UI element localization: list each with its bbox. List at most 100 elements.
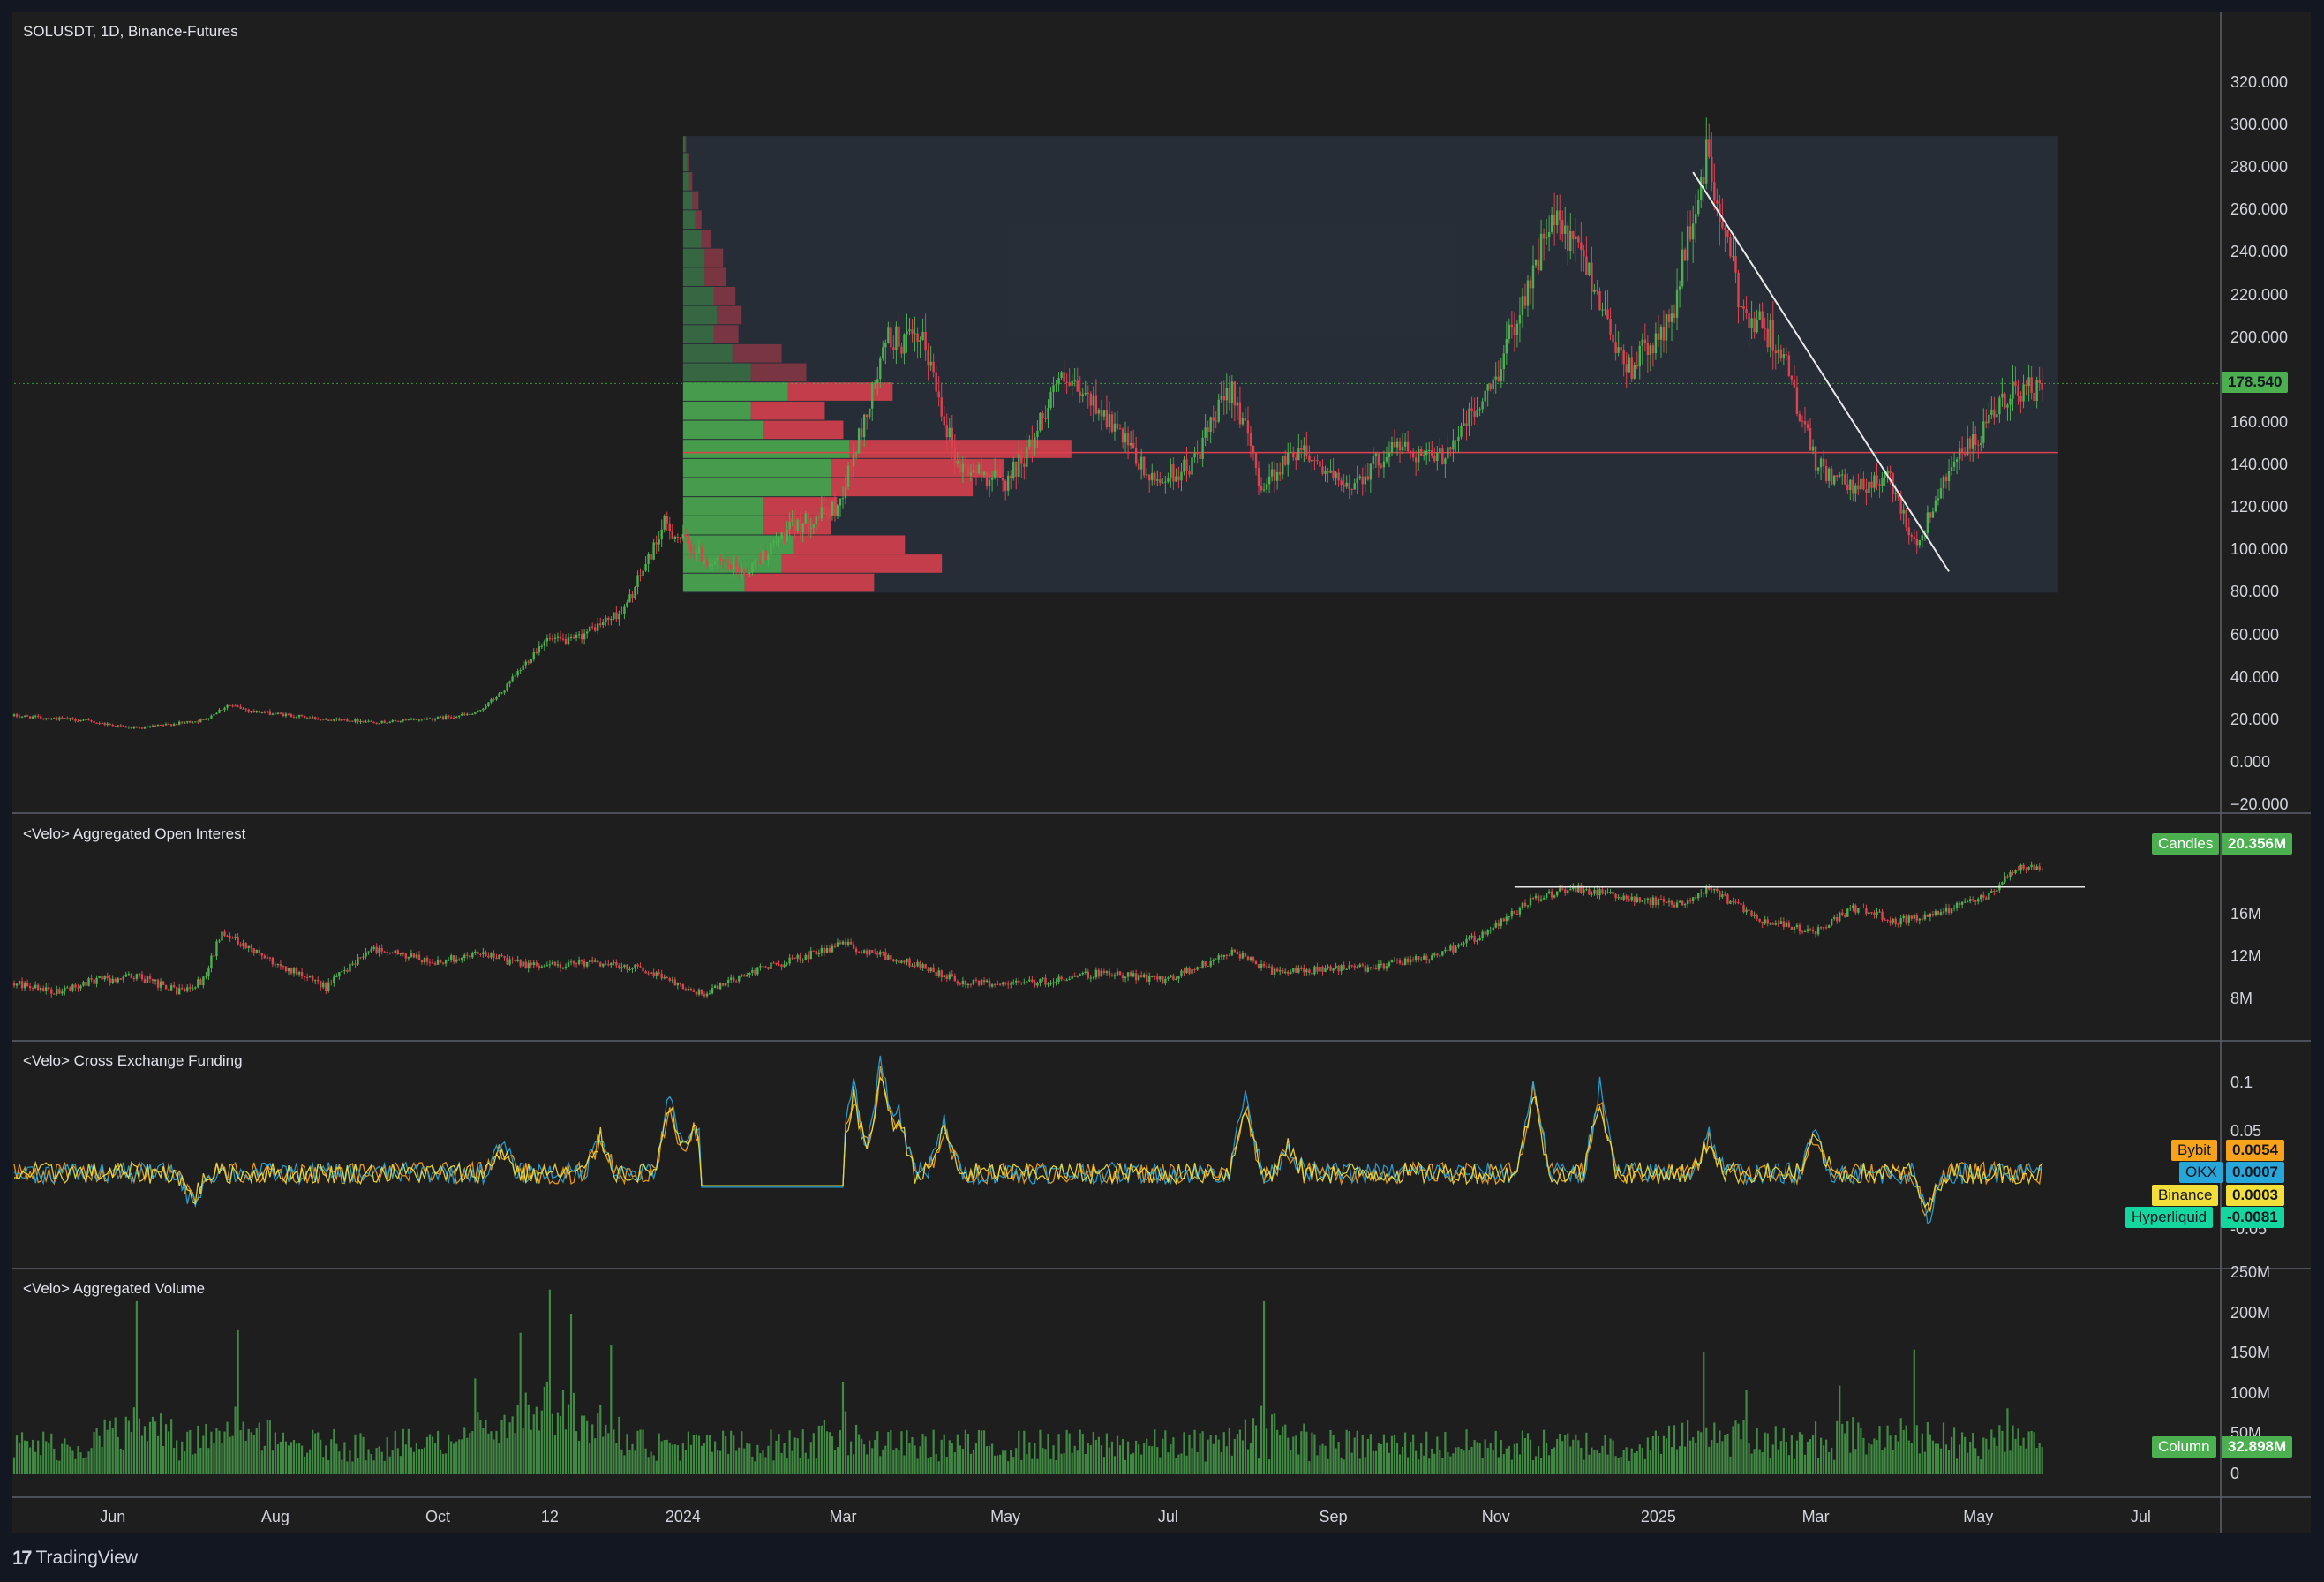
oi-candle-body xyxy=(903,960,906,963)
price-candles[interactable] xyxy=(12,117,2043,730)
oi-candle-body xyxy=(1795,924,1799,927)
volume-columns[interactable] xyxy=(12,1289,2043,1474)
price-candle-body xyxy=(1766,328,1769,348)
trendline-drawing[interactable] xyxy=(1692,171,1950,572)
oi-candle-body xyxy=(1559,888,1561,892)
price-candle-body xyxy=(1036,430,1039,437)
volume-column xyxy=(1734,1420,1737,1474)
oi-candle-body xyxy=(1047,983,1049,985)
price-candle-body xyxy=(879,358,882,380)
price-candle-body xyxy=(1047,407,1049,419)
volume-column xyxy=(333,1428,335,1474)
price-candle-body xyxy=(1366,476,1370,480)
volume-column xyxy=(362,1436,365,1474)
oi-candle-body xyxy=(1561,888,1564,890)
price-axis-tick-label: 320.000 xyxy=(2230,73,2289,91)
volume-column xyxy=(1076,1450,1079,1474)
oi-candle-body xyxy=(1508,916,1511,918)
oi-candle-body xyxy=(1502,918,1506,922)
oi-candle-body xyxy=(479,953,482,955)
oi-candle-body xyxy=(1079,974,1081,976)
oi-candle-body xyxy=(1918,918,1922,921)
open-interest-candles[interactable] xyxy=(12,861,2043,999)
oi-candle-body xyxy=(825,948,829,953)
oi-candle-body xyxy=(580,960,583,962)
oi-candle-body xyxy=(1366,967,1370,972)
oi-candle-body xyxy=(697,989,701,995)
price-candle-body xyxy=(56,718,58,720)
oi-candle-body xyxy=(876,953,879,955)
volume-column xyxy=(1185,1455,1188,1474)
oi-candle-body xyxy=(1889,920,1892,923)
oi-candle-body xyxy=(1447,949,1449,951)
oi-candle-body xyxy=(767,967,770,969)
oi-candle-body xyxy=(1801,931,1804,933)
volume-column xyxy=(1020,1459,1023,1474)
price-candle-body xyxy=(1246,420,1250,434)
funding-lines[interactable] xyxy=(13,1055,2043,1224)
price-candle-body xyxy=(1873,475,1876,488)
volume-column xyxy=(148,1421,152,1474)
volume-column xyxy=(660,1441,663,1474)
volume-column xyxy=(1657,1435,1660,1474)
price-candle-body xyxy=(1542,233,1546,239)
price-candle-body xyxy=(1952,461,1956,468)
price-candle-body xyxy=(192,722,194,724)
price-candle-body xyxy=(1697,200,1700,215)
price-candle-body xyxy=(1057,378,1060,385)
oi-candle-body xyxy=(1275,968,1279,972)
oi-candle-body xyxy=(551,961,554,965)
price-candle-body xyxy=(1028,439,1031,448)
volume-profile-down-bar xyxy=(713,325,739,343)
price-candle-body xyxy=(1771,320,1774,351)
price-candle-body xyxy=(1708,139,1711,157)
oi-candle-body xyxy=(1902,915,1905,919)
price-candle-body xyxy=(1191,457,1193,475)
oi-candle-body xyxy=(1225,954,1228,956)
volume-profile-range[interactable] xyxy=(682,136,2058,593)
price-candle-body xyxy=(713,561,717,565)
volume-profile-up-bar xyxy=(682,210,696,230)
volume-column xyxy=(951,1443,953,1474)
volume-column xyxy=(186,1431,189,1474)
volume-profile[interactable] xyxy=(14,136,2221,593)
oi-candle-body xyxy=(1550,891,1553,898)
oi-candle-body xyxy=(1923,914,1927,920)
volume-column xyxy=(1907,1440,1910,1474)
volume-column xyxy=(1790,1435,1793,1474)
oi-candle-body xyxy=(1708,886,1711,890)
volume-column xyxy=(1388,1452,1391,1474)
drawings[interactable] xyxy=(1514,171,2086,888)
volume-column xyxy=(95,1428,98,1474)
oi-candle-body xyxy=(884,952,887,960)
volume-column xyxy=(892,1450,895,1474)
volume-column xyxy=(575,1431,578,1474)
volume-profile-down-bar xyxy=(763,420,844,440)
price-candle-body xyxy=(1177,476,1180,481)
volume-profile-up-bar xyxy=(682,286,714,305)
tradingview-logo[interactable]: 17 TradingView xyxy=(12,1547,138,1570)
price-candle-body xyxy=(458,715,461,718)
oi-candle-body xyxy=(333,976,335,983)
volume-column xyxy=(1969,1442,1972,1474)
volume-column xyxy=(1385,1442,1388,1474)
volume-column xyxy=(450,1441,453,1474)
volume-column xyxy=(914,1445,916,1474)
oi-candle-body xyxy=(1335,965,1337,969)
volume-column xyxy=(404,1444,407,1474)
price-candle-body xyxy=(271,713,275,715)
oi-candle-body xyxy=(258,949,260,953)
price-candle-body xyxy=(692,552,696,554)
price-candle-body xyxy=(2033,392,2035,402)
oi-candle-body xyxy=(869,950,871,955)
oi-candle-body xyxy=(1139,975,1143,977)
price-candle-body xyxy=(1411,451,1415,458)
volume-column xyxy=(591,1424,594,1474)
volume-column xyxy=(1787,1455,1790,1474)
oi-candle-body xyxy=(1180,970,1183,976)
price-candle-body xyxy=(1502,353,1506,370)
volume-column xyxy=(1452,1453,1455,1474)
volume-column xyxy=(1108,1447,1111,1474)
